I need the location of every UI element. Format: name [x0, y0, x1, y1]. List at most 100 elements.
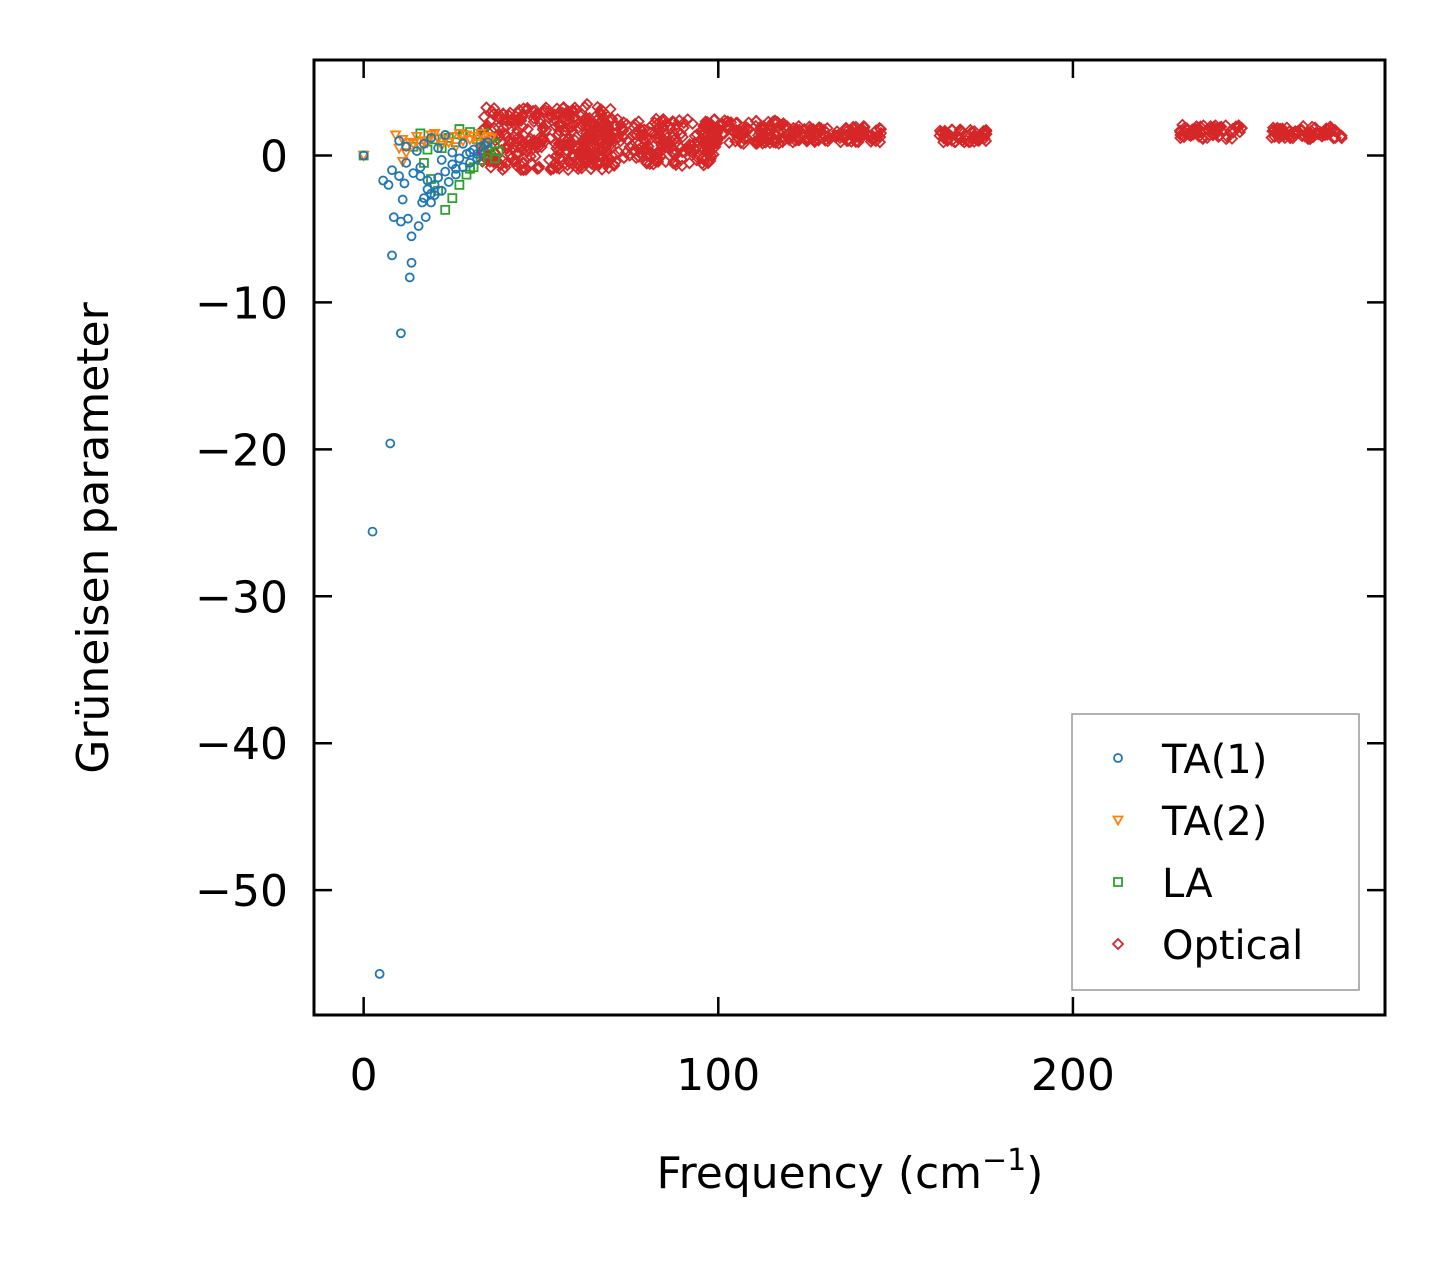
x-axis-label-close: )	[1026, 1148, 1043, 1199]
data-point-ta-1	[367, 526, 378, 537]
data-point-ta-1	[406, 257, 417, 268]
data-point-optical	[487, 101, 501, 115]
data-point-la	[447, 193, 458, 204]
data-point-optical	[669, 155, 682, 169]
data-point-ta-2	[453, 129, 466, 140]
data-point-ta-1	[401, 141, 412, 152]
data-point-optical	[727, 126, 740, 139]
data-point-optical	[792, 133, 806, 147]
data-point-optical	[527, 112, 540, 125]
data-point-optical	[763, 119, 776, 132]
data-point-optical	[808, 135, 821, 149]
data-point-optical	[678, 145, 691, 159]
data-point-ta-1	[413, 221, 424, 231]
data-point-optical	[687, 142, 701, 155]
data-point-optical	[683, 156, 696, 170]
data-point-optical	[611, 113, 624, 126]
data-point-optical	[497, 121, 510, 135]
legend-label-optical: Optical	[1162, 923, 1303, 969]
data-point-ta-1	[465, 157, 475, 168]
data-point-optical	[1226, 122, 1239, 136]
data-point-optical	[803, 120, 816, 133]
data-point-optical	[842, 134, 855, 147]
data-point-ta-1	[426, 188, 436, 199]
data-point-la	[461, 169, 472, 180]
data-point-optical	[580, 97, 594, 111]
data-point-ta-1	[429, 179, 440, 190]
y-tick-label: −30	[195, 572, 288, 623]
data-point-optical	[937, 131, 951, 145]
data-point-optical	[721, 115, 735, 128]
data-point-ta-1	[479, 140, 490, 151]
data-point-optical	[484, 161, 498, 174]
data-point-optical	[658, 118, 672, 131]
data-point-optical	[588, 141, 602, 155]
data-point-optical	[1178, 121, 1191, 135]
data-point-optical	[542, 104, 556, 118]
data-point-la	[440, 204, 451, 215]
data-point-ta-1	[411, 146, 422, 156]
data-point-optical	[702, 155, 715, 169]
data-point-optical	[1291, 124, 1304, 138]
data-point-optical	[792, 119, 806, 133]
data-point-optical	[677, 121, 690, 135]
x-tick-label: 100	[676, 1050, 760, 1101]
data-point-optical	[520, 145, 534, 159]
data-point-optical	[1302, 130, 1316, 143]
data-point-optical	[492, 121, 505, 134]
data-point-optical	[584, 156, 598, 169]
data-point-optical	[954, 124, 967, 137]
data-point-optical	[573, 108, 587, 122]
data-point-optical	[729, 116, 743, 130]
data-point-optical	[1235, 121, 1248, 135]
data-point-ta-1	[419, 193, 429, 204]
plot-frame	[312, 58, 1387, 1017]
data-point-optical	[737, 137, 750, 150]
data-point-ta-1	[404, 272, 415, 283]
data-point-optical	[1174, 125, 1187, 139]
data-point-optical	[754, 121, 767, 135]
data-point-optical	[869, 134, 883, 148]
data-point-optical	[652, 131, 665, 145]
data-point-optical	[1282, 129, 1296, 143]
data-point-optical	[1194, 125, 1207, 139]
data-point-optical	[539, 118, 553, 132]
data-point-ta-1	[395, 328, 406, 339]
data-point-la	[454, 179, 465, 190]
data-point-optical	[617, 151, 631, 165]
data-point-optical	[510, 127, 523, 140]
data-point-optical	[1304, 124, 1318, 138]
data-point-optical	[532, 160, 546, 174]
data-point-optical	[535, 132, 548, 146]
data-point-optical	[511, 124, 524, 137]
data-point-optical	[787, 121, 800, 135]
data-point-la	[493, 146, 504, 156]
data-point-ta-1	[433, 143, 444, 154]
legend-marker-ta-1	[1113, 753, 1123, 763]
data-point-optical	[1283, 125, 1296, 138]
data-point-optical	[739, 126, 752, 140]
data-point-optical	[501, 139, 514, 152]
data-point-ta-1	[440, 166, 451, 177]
data-point-optical	[749, 114, 763, 128]
data-point-optical	[531, 140, 545, 154]
data-point-optical	[1305, 120, 1319, 134]
legend-label-ta2: TA(2)	[1161, 799, 1267, 845]
data-point-optical	[552, 118, 566, 132]
data-point-optical	[686, 117, 699, 130]
data-point-optical	[1180, 122, 1193, 135]
data-point-ta-1	[436, 185, 447, 196]
data-point-optical	[594, 126, 607, 140]
data-point-optical	[579, 157, 592, 170]
data-point-ta-2	[439, 134, 452, 146]
data-point-optical	[520, 103, 534, 116]
data-point-optical	[477, 110, 491, 124]
data-point-la	[489, 153, 500, 164]
series-optical	[475, 97, 1348, 177]
data-point-optical	[667, 155, 680, 169]
data-point-optical	[978, 128, 992, 142]
data-point-optical	[1315, 130, 1329, 143]
data-point-ta-1	[387, 250, 397, 261]
data-point-optical	[568, 133, 582, 147]
